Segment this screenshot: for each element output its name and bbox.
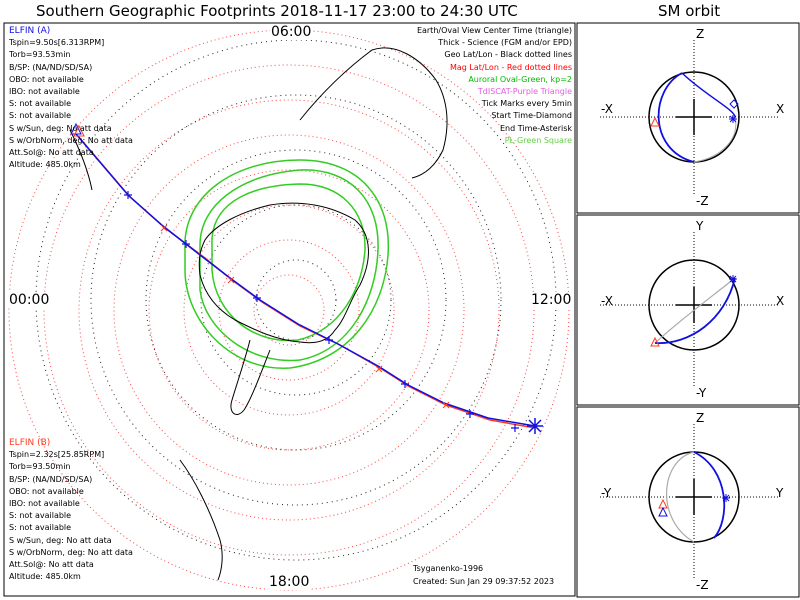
elfin-a-tick-marks [124, 191, 519, 432]
yz-axis-bottom-label: -Z [696, 578, 709, 592]
elfin-a-line: Altitude: 485.0km [9, 160, 81, 170]
map-title: Southern Geographic Footprints 2018-11-1… [36, 2, 518, 20]
elfin-a-line: OBO: not available [9, 74, 84, 84]
mag-lat-circle [8, 29, 570, 591]
hour-label-06: 06:00 [270, 24, 313, 40]
elfin-a-line: Att.Sol@: No att data [9, 147, 94, 157]
geo-lat-circle [255, 259, 337, 341]
hour-label-18: 18:00 [268, 574, 311, 590]
created-timestamp: Created: Sun Jan 29 09:37:52 2023 [413, 576, 555, 586]
elfin-b-line: IBO: not available [9, 498, 80, 508]
legend-item: TdISCAT-Purple Triangle [477, 86, 572, 96]
hour-label-12: 12:00 [530, 292, 573, 308]
elfin-b-tick-marks [160, 224, 450, 409]
elfin-b-line: S w/OrbNorm, deg: No att data [9, 547, 133, 557]
xy-axis-right-label: X [776, 294, 785, 308]
xz-axis-left-label: -X [601, 102, 613, 116]
elfin-a-line: S w/OrbNorm, deg: No att data [9, 135, 133, 145]
legend-item: Earth/Oval View Center Time (triangle) [416, 26, 572, 35]
mag-lat-lon-grid [8, 29, 570, 591]
map-legend: Earth/Oval View Center Time (triangle) T… [417, 25, 572, 147]
legend-item: Auroral Oval-Green, kp=2 [468, 74, 572, 84]
elfin-a-line: S: not available [9, 99, 72, 109]
legend-item: Tick Marks every 5min [481, 99, 572, 109]
elfin-a-line: S: not available [9, 111, 72, 121]
xz-axis-bottom-label: -Z [696, 194, 709, 208]
legend-item: PL-Green Square [504, 135, 572, 145]
legend-item: Geo Lat/Lon - Black dotted lines [444, 50, 572, 60]
geo-lat-circle [200, 204, 392, 396]
legend-item: Start Time-Diamond [491, 111, 572, 121]
yz-axis-left-label: -Y [601, 486, 612, 500]
orbit-panel-xy-frame [576, 214, 800, 406]
mag-lat-circle [43, 64, 535, 556]
elfin-b-line: Att.Sol@: No att data [9, 559, 94, 569]
elfin-b-line: S: not available [9, 511, 72, 521]
model-name: Tsyganenko-1996 [413, 564, 484, 573]
legend-item: Thick - Science (FGM and/or EPD) [438, 38, 572, 48]
elfin-a-line: Tspin=9.50s[6.313RPM] [9, 38, 105, 48]
orbit-panel-xz [600, 40, 780, 196]
orbit-panel-xy [600, 232, 780, 388]
hour-label-00: 00:00 [8, 292, 51, 308]
elfin-b-line: Tspin=2.32s[25.85RPM] [9, 450, 105, 460]
antarctica-coast [198, 202, 369, 344]
elfin-b-info: ELFIN (B) Tspin=2.32s[25.85RPM] Torb=93.… [9, 437, 133, 583]
elfin-a-line: Torb=93.53min [9, 50, 71, 60]
mag-lat-circle [183, 204, 395, 416]
credits: Tsyganenko-1996 Created: Sun Jan 29 09:3… [413, 563, 554, 588]
end-asterisk [527, 418, 543, 434]
elfin-a-name: ELFIN (A) [9, 26, 51, 36]
elfin-a-line: IBO: not available [9, 86, 80, 96]
geo-lat-circle [90, 94, 502, 506]
xy-axis-left-label: -X [601, 294, 613, 308]
auroral-oval [184, 159, 390, 369]
legend-item: Mag Lat/Lon - Red dotted lines [449, 62, 572, 72]
australia-coast [299, 47, 448, 179]
xz-axis-top-label: Z [696, 27, 705, 41]
yz-axis-right-label: Y [776, 486, 784, 500]
mag-lat-circle [253, 274, 325, 346]
xz-axis-right-label: X [776, 102, 785, 116]
elfin-b-line: S: not available [9, 523, 72, 533]
map-frame [3, 22, 576, 597]
elfin-b-line: Torb=93.50min [9, 462, 71, 472]
elfin-a-start-triangle [70, 122, 82, 135]
elfin-a-track [75, 133, 536, 427]
elfin-b-line: S w/Sun, deg: No att data [9, 535, 112, 545]
elfin-a-line: S w/Sun, deg: No att data [9, 123, 112, 133]
elfin-b-line: Altitude: 485.0km [9, 572, 81, 582]
yz-axis-top-label: Z [696, 411, 705, 425]
orbit-panel-yz [600, 424, 780, 580]
elfin-b-line: OBO: not available [9, 486, 84, 496]
xy-axis-top-label: Y [696, 219, 704, 233]
mag-lat-circle [218, 239, 360, 381]
mag-lat-circle [78, 99, 500, 521]
mag-lat-circle [148, 169, 430, 451]
south-america-coast [179, 459, 223, 581]
elfin-b-name: ELFIN (B) [9, 438, 51, 448]
sm-orbit-title: SM orbit [658, 2, 721, 20]
orbit-panel-yz-frame [576, 406, 800, 598]
antarctic-peninsula [230, 339, 271, 415]
orbit-panel-xz-frame [576, 22, 800, 214]
mag-lat-circle [113, 134, 465, 486]
elfin-a-info: ELFIN (A) Tspin=9.50s[6.313RPM] Torb=93.… [9, 25, 133, 171]
elfin-a-line: B/SP: (NA/ND/SD/SA) [9, 62, 93, 72]
elfin-b-line: B/SP: (NA/ND/SD/SA) [9, 474, 93, 484]
elfin-b-start-triangle [73, 124, 85, 137]
legend-item: End Time-Asterisk [499, 123, 572, 133]
africa-coast [69, 129, 93, 191]
coastlines [69, 47, 448, 581]
xy-axis-bottom-label: -Y [696, 386, 707, 400]
geo-lat-circle [145, 149, 447, 451]
